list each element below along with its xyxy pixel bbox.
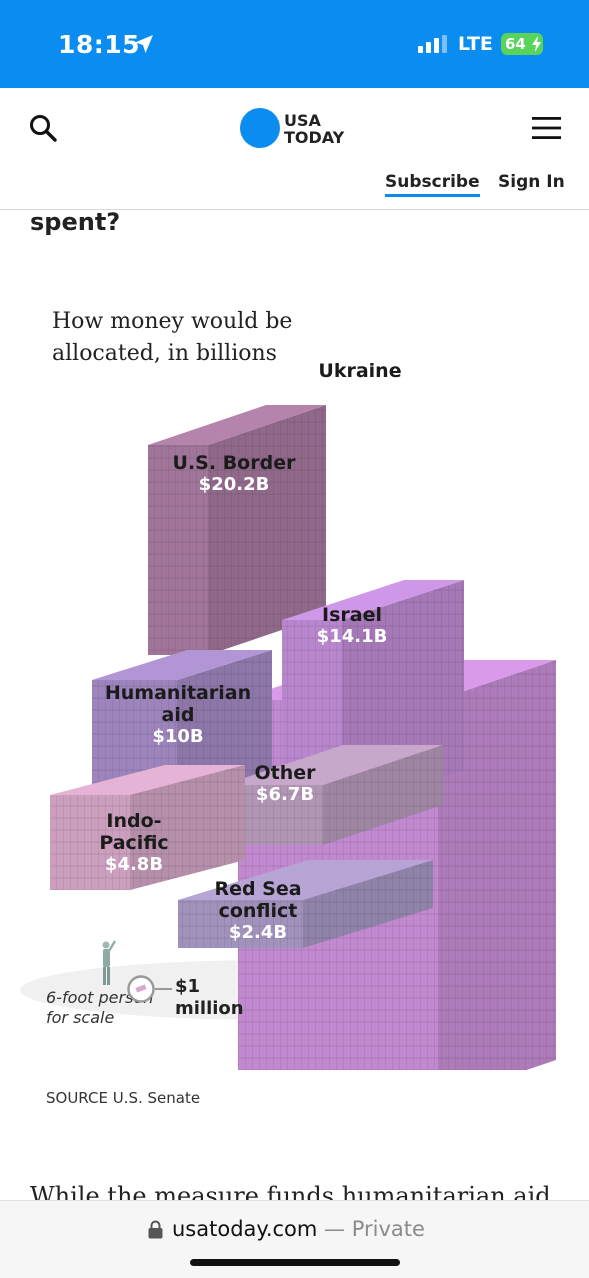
block-indo-pacific — [50, 765, 245, 890]
url-display[interactable]: usatoday.com — Private — [172, 1217, 425, 1241]
block-israel-top — [282, 580, 464, 620]
label-humanitarian-aid-value: $10B — [152, 726, 204, 747]
label-red-sea-conflict-name-line-2: conflict — [218, 900, 298, 922]
label-red-sea-conflict-value: $2.4B — [228, 922, 288, 943]
chart-title: How money would be allocated, in billion… — [52, 309, 293, 366]
article-section-heading: spent? — [30, 208, 121, 236]
browsing-mode: Private — [351, 1217, 425, 1241]
label-ukraine-value: $60.1B — [324, 382, 396, 403]
label-ukraine-name-line-1: Ukraine — [318, 360, 402, 382]
home-indicator[interactable] — [190, 1259, 400, 1266]
battery-charging-icon: 64 — [501, 33, 543, 55]
block-us-border-side-texture — [208, 405, 326, 655]
block-us-border-front-texture — [148, 445, 208, 655]
label-us-border: U.S. Border $20.2B — [154, 452, 314, 496]
sign-in-link[interactable]: Sign In — [498, 172, 565, 192]
url-separator: — — [317, 1217, 352, 1241]
label-other-name-line-1: Other — [254, 762, 316, 784]
status-time: 18:15 — [58, 30, 141, 59]
subscribe-link[interactable]: Subscribe — [385, 172, 480, 197]
label-israel-value: $14.1B — [316, 626, 388, 647]
scale-person-icon — [102, 940, 116, 985]
network-type: LTE — [458, 33, 493, 55]
block-red-sea-conflict-front-texture — [178, 900, 303, 948]
funding-graphic: How money would be allocated, in billion… — [0, 290, 589, 1120]
label-us-border-name-line-1: U.S. Border — [172, 452, 296, 474]
signal-bars-icon — [418, 35, 447, 53]
label-red-sea-conflict: Red Sea conflict $2.4B — [178, 878, 338, 944]
label-indo-pacific-name-line-2: Pacific — [99, 832, 169, 854]
article-body-text: While the measure funds humanitarian aid — [30, 1182, 551, 1204]
label-ukraine: Ukraine $60.1B — [280, 360, 440, 404]
block-red-sea-conflict-side-texture — [303, 860, 433, 948]
search-icon[interactable] — [28, 113, 58, 143]
block-us-border — [148, 405, 326, 655]
block-indo-pacific-front-texture — [50, 795, 130, 890]
label-indo-pacific-value: $4.8B — [104, 854, 164, 875]
block-indo-pacific-top — [50, 765, 245, 795]
label-humanitarian-aid-name-line-2: aid — [161, 704, 195, 726]
site-header: USA TODAY Subscribe Sign In — [0, 88, 589, 210]
block-other — [223, 745, 443, 845]
block-ukraine-side-texture — [438, 660, 556, 1070]
block-red-sea-conflict — [178, 860, 433, 948]
block-indo-pacific-side-texture — [130, 765, 245, 890]
logo-wordmark: USA TODAY — [284, 112, 344, 146]
block-humanitarian-aid-top — [92, 650, 272, 680]
charging-bolt-icon — [532, 36, 541, 52]
funding-blocks-chart — [20, 405, 556, 1070]
usa-today-logo[interactable]: USA TODAY — [240, 108, 360, 150]
label-israel: Israel $14.1B — [272, 604, 432, 648]
block-other-front-texture — [223, 785, 323, 845]
label-us-border-value: $20.2B — [198, 474, 270, 495]
million-unit-icon — [127, 975, 172, 1003]
logo-line-2: TODAY — [284, 128, 345, 147]
usa-today-logo-dot — [240, 108, 280, 148]
label-red-sea-conflict-name-line-1: Red Sea — [214, 878, 302, 900]
block-red-sea-conflict-top — [178, 860, 433, 900]
label-indo-pacific-name-line-1: Indo- — [106, 810, 162, 832]
logo-line-1: USA — [284, 111, 321, 130]
label-israel-name-line-1: Israel — [322, 604, 382, 626]
scale-person-caption: 6-foot person for scale — [46, 988, 154, 1027]
block-other-side-texture — [323, 745, 443, 845]
status-bar: 18:15 LTE 64 — [0, 0, 589, 88]
browser-address-bar[interactable]: usatoday.com — Private — [0, 1200, 589, 1278]
lock-icon — [148, 1220, 163, 1239]
block-other-top — [223, 745, 443, 785]
source-credit: SOURCE U.S. Senate — [46, 1089, 201, 1107]
hamburger-menu-icon[interactable] — [532, 116, 561, 140]
location-arrow-icon — [135, 35, 153, 53]
battery-level: 64 — [505, 35, 526, 53]
label-humanitarian-aid: Humanitarian aid $10B — [98, 682, 258, 748]
block-us-border-top — [148, 405, 326, 445]
label-other-value: $6.7B — [255, 784, 315, 805]
million-unit-caption: $1 million — [175, 976, 244, 1019]
label-other: Other $6.7B — [205, 762, 365, 806]
label-humanitarian-aid-name-line-1: Humanitarian — [104, 682, 252, 704]
url-domain: usatoday.com — [172, 1217, 318, 1241]
label-indo-pacific: Indo- Pacific $4.8B — [54, 810, 214, 876]
